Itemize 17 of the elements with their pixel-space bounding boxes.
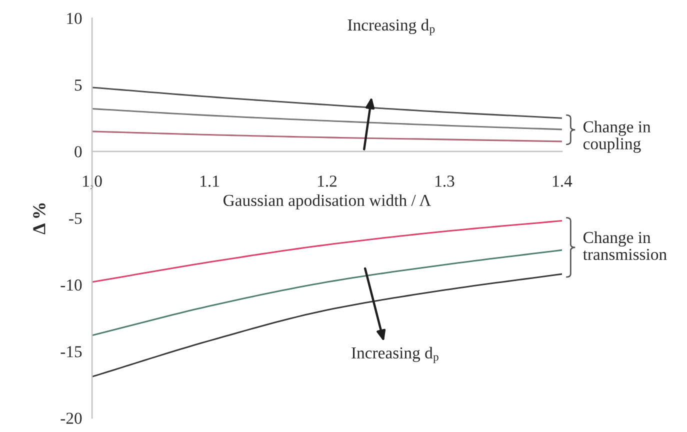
x-tick-label: 1.4 (553, 176, 572, 187)
y-tick-label: -15 (60, 346, 82, 358)
x-axis-title: Gaussian apodisation width / Λ (224, 194, 432, 210)
x-tick-label: 1.2 (318, 176, 337, 187)
y-tick-label: -5 (69, 212, 82, 224)
y-tick-label: 5 (74, 80, 82, 91)
y-tick-label: 10 (67, 12, 82, 24)
annotation: Change in transmission (582, 231, 667, 260)
annotation: Change in coupling (583, 120, 651, 153)
y-tick-label: 0 (74, 146, 82, 158)
x-tick-label: 1.1 (200, 176, 219, 187)
y-tick-label: -10 (60, 279, 82, 291)
annotation: Increasing d$_{p}$ (348, 18, 435, 36)
x-tick-label: 1.3 (436, 176, 454, 187)
y-axis-title: Δ % (33, 203, 46, 234)
y-tick-label: -20 (60, 412, 82, 424)
annotation: Increasing d$_{p}$ (352, 346, 438, 364)
